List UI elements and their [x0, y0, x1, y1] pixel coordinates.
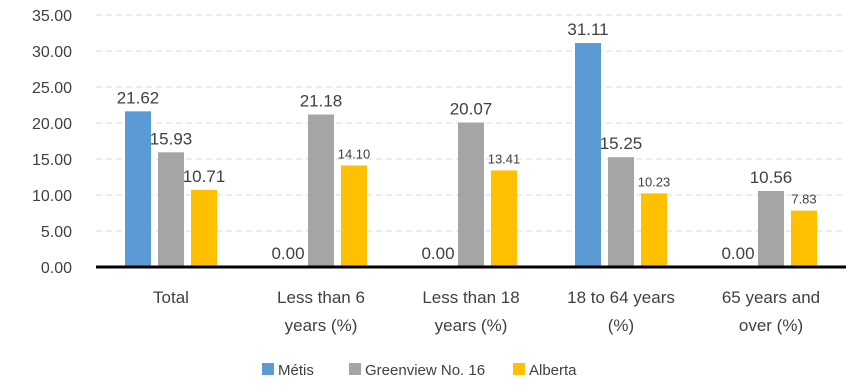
- category-label: over (%): [739, 316, 803, 335]
- bar: [458, 122, 484, 267]
- y-tick-label: 25.00: [32, 80, 72, 97]
- bar: [575, 43, 601, 268]
- data-label: 10.71: [183, 167, 226, 186]
- y-axis: 0.00 5.00 10.00 15.00 20.00 25.00 30.00 35.00: [32, 8, 72, 277]
- legend-swatch: [513, 363, 525, 375]
- data-label: 0.00: [271, 244, 304, 263]
- category-label: 18 to 64 years: [567, 288, 675, 307]
- bars: [125, 43, 817, 268]
- y-tick-label: 0.00: [41, 260, 72, 277]
- data-label: 20.07: [450, 99, 493, 118]
- data-label: 7.83: [791, 192, 816, 207]
- bar: [758, 190, 784, 267]
- data-label: 15.93: [150, 129, 193, 148]
- category-label: Total: [153, 288, 189, 307]
- data-label: 10.23: [638, 174, 671, 189]
- y-tick-label: 5.00: [41, 224, 72, 241]
- bar: [308, 114, 334, 267]
- bar: [125, 111, 151, 267]
- bar: [608, 157, 634, 267]
- category-label: (%): [608, 316, 634, 335]
- y-tick-label: 15.00: [32, 152, 72, 169]
- legend-label: Métis: [278, 362, 314, 379]
- data-label: 13.41: [488, 151, 521, 166]
- bar: [341, 165, 367, 267]
- data-label: 0.00: [421, 244, 454, 263]
- bar: [791, 210, 817, 267]
- data-labels: 21.62 15.93 10.71 0.00 21.18 14.10 0.00 20.07 13…: [117, 20, 817, 263]
- x-axis: Total Less than 6 years (%) Less than 18 yea…: [153, 288, 820, 335]
- category-label: Less than 18: [422, 288, 519, 307]
- data-label: 31.11: [567, 20, 608, 39]
- data-label: 14.10: [338, 146, 371, 161]
- category-label: years (%): [285, 316, 358, 335]
- y-tick-label: 20.00: [32, 116, 72, 133]
- legend-label: Alberta: [529, 362, 577, 379]
- legend-swatch: [349, 363, 361, 375]
- bar: [641, 193, 667, 267]
- legend: Métis Greenview No. 16 Alberta: [262, 362, 577, 379]
- category-label: 65 years and: [722, 288, 820, 307]
- legend-swatch: [262, 363, 274, 375]
- legend-label: Greenview No. 16: [365, 362, 485, 379]
- data-label: 10.56: [750, 168, 793, 187]
- y-tick-label: 30.00: [32, 44, 72, 61]
- category-label: Less than 6: [277, 288, 365, 307]
- bar: [491, 170, 517, 267]
- y-tick-label: 10.00: [32, 188, 72, 205]
- data-label: 15.25: [600, 134, 643, 153]
- data-label: 0.00: [721, 244, 754, 263]
- data-label: 21.18: [300, 92, 343, 111]
- category-label: years (%): [435, 316, 508, 335]
- bar: [158, 152, 184, 267]
- y-tick-label: 35.00: [32, 8, 72, 25]
- data-label: 21.62: [117, 88, 160, 107]
- bar: [191, 189, 217, 267]
